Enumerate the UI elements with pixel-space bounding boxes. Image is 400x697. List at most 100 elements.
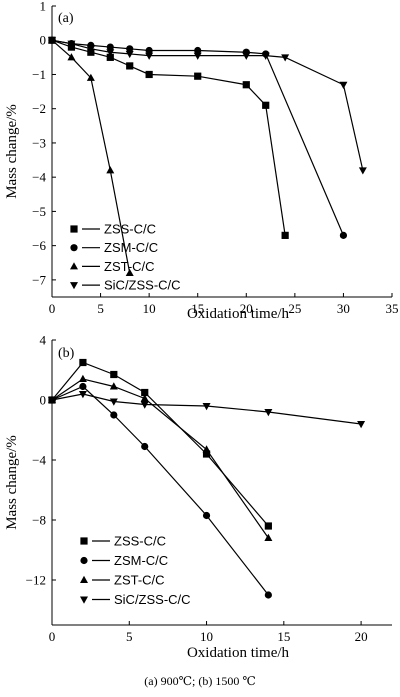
data-point	[261, 52, 270, 60]
data-point	[193, 52, 202, 60]
x-tick-label: 0	[49, 301, 56, 316]
y-tick-label: −2	[32, 101, 46, 116]
data-point	[357, 421, 366, 429]
legend-marker	[80, 575, 88, 583]
data-point	[125, 268, 134, 277]
legend-label: ZSS-C/C	[114, 534, 166, 549]
y-tick-label: −12	[26, 573, 46, 588]
data-point	[125, 50, 134, 59]
chart-panel-a: 0 5 10 15 20 25 30 3510−1−2−3−4−5−6−7Oxidation …	[4, 0, 399, 322]
data-point	[145, 46, 153, 55]
data-point	[194, 72, 202, 80]
data-point	[48, 37, 56, 45]
series-line-zst-c-c	[51, 378, 269, 539]
data-point	[78, 391, 87, 399]
data-point	[86, 73, 95, 81]
legend-label: ZST-C/C	[104, 259, 155, 274]
x-tick-label: 20	[240, 301, 253, 316]
y-tick-label: −5	[32, 204, 46, 219]
data-point	[339, 81, 348, 89]
y-axis-title: Mass change/%	[4, 435, 20, 530]
series-line-zss-c-c	[51, 361, 269, 527]
data-point	[67, 40, 76, 48]
legend-label: SiC/ZSS-C/C	[114, 592, 191, 607]
y-tick-label: −4	[32, 170, 46, 185]
data-point	[106, 166, 115, 174]
data-point	[202, 445, 211, 453]
data-point	[140, 394, 149, 402]
x-tick-label: 20	[355, 629, 368, 644]
x-tick-label: 0	[49, 629, 56, 644]
x-tick-label: 10	[143, 301, 156, 316]
x-tick-label: 15	[277, 629, 290, 644]
legend-marker	[80, 596, 88, 604]
data-point	[145, 52, 154, 60]
legend-marker	[70, 282, 78, 290]
data-point	[110, 411, 118, 419]
legend-marker	[70, 262, 78, 270]
data-point	[106, 43, 114, 51]
legend-label: ZSM-C/C	[114, 553, 168, 568]
y-tick-label: −1	[32, 67, 46, 82]
legend-marker	[70, 244, 78, 252]
y-tick-label: 4	[40, 333, 47, 348]
x-tick-label: 5	[126, 629, 133, 644]
data-point	[281, 54, 290, 62]
data-point	[140, 401, 149, 409]
y-tick-label: −6	[32, 238, 46, 253]
legend-marker	[70, 225, 78, 233]
series-line-sic-zss-c-c	[51, 39, 364, 171]
x-axis-title: Oxidation time/h	[187, 645, 290, 661]
legend-marker	[80, 537, 88, 545]
x-axis-title: Oxidation time/h	[187, 306, 290, 322]
data-point	[242, 52, 251, 60]
series-line-zss-c-c	[51, 39, 286, 236]
legend-label: SiC/ZSS-C/C	[104, 278, 181, 293]
data-point	[141, 388, 149, 397]
series-line-zsm-c-c	[51, 385, 269, 596]
y-tick-label: −4	[32, 453, 46, 468]
data-point	[106, 49, 115, 57]
data-point	[79, 358, 87, 367]
data-point	[110, 370, 118, 379]
legend-marker	[80, 556, 88, 565]
data-point	[264, 591, 272, 599]
data-point	[67, 53, 76, 61]
data-point	[194, 46, 202, 55]
legend-label: ZSM-C/C	[104, 240, 158, 255]
x-tick-label: 30	[337, 301, 350, 316]
data-point	[145, 70, 153, 79]
x-tick-label: 15	[191, 301, 204, 316]
y-tick-label: 0	[40, 393, 47, 408]
y-tick-label: −3	[32, 135, 46, 150]
data-point	[358, 167, 367, 175]
y-axis-title: Mass change/%	[4, 104, 20, 199]
data-point	[202, 450, 211, 458]
figure-canvas: 0 5 10 15 20 25 30 3510−1−2−3−4−5−6−7Oxidation …	[4, 0, 399, 661]
panel-label: (a)	[58, 11, 74, 26]
panel-label: (b)	[58, 346, 75, 361]
chart-panel-b: 0 5 10 15 20 4 0 −4 −8 −12 Oxidation time/h Mass ch…	[4, 333, 392, 661]
data-point	[126, 62, 134, 70]
x-tick-label: 5	[97, 301, 104, 316]
series-line-zsm-c-c	[51, 39, 344, 236]
x-tick-label: 25	[288, 301, 301, 316]
data-point	[109, 398, 118, 406]
y-tick-label: −8	[32, 513, 46, 528]
legend-label: ZST-C/C	[114, 573, 165, 588]
data-point	[264, 533, 273, 541]
data-point	[106, 53, 114, 61]
legend-label: ZSS-C/C	[104, 222, 156, 237]
y-tick-label: 1	[40, 0, 47, 14]
x-tick-label: 10	[200, 629, 213, 644]
data-point	[264, 409, 273, 417]
x-tick-label: 35	[386, 301, 399, 316]
data-point	[48, 397, 56, 405]
data-point	[202, 511, 211, 520]
data-point	[109, 382, 118, 390]
data-point	[79, 382, 87, 391]
figure-caption: (a) 900℃; (b) 1500 ℃	[144, 674, 256, 688]
data-point	[242, 81, 250, 89]
data-point	[141, 442, 149, 451]
y-tick-label: 0	[40, 33, 47, 48]
